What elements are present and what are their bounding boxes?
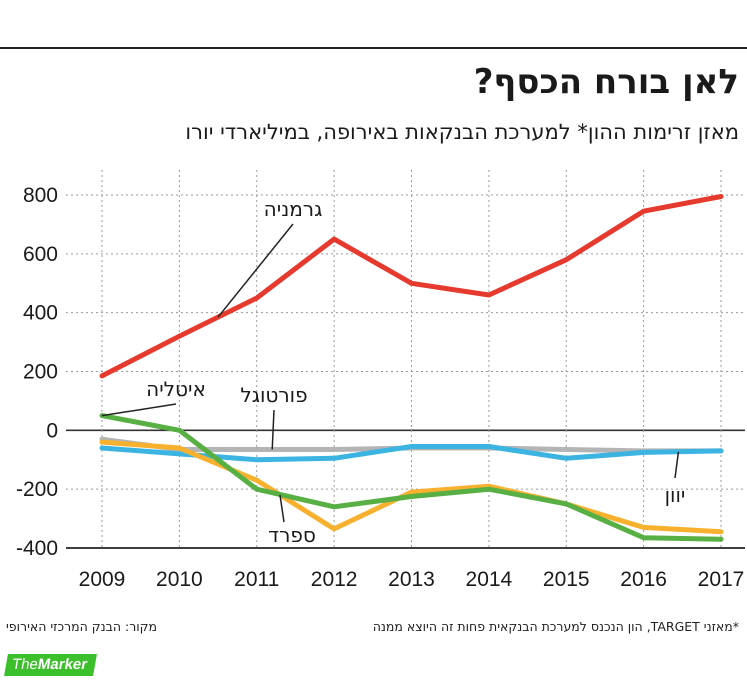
logo-the: The: [10, 656, 40, 673]
themarker-logo: TheMarker: [4, 654, 98, 676]
chart-subtitle: מאזן זרימות ההון* למערכת הבנקאות באירופה…: [185, 120, 739, 144]
series-line: [99, 413, 724, 542]
series-leader-line: [101, 403, 177, 417]
y-tick-label: 0: [46, 419, 58, 442]
series-leader-line: [271, 409, 275, 450]
series-label: ספרד: [268, 523, 316, 547]
series-line: [99, 444, 724, 463]
series-leader-line: [279, 494, 285, 523]
y-tick-label: -400: [16, 537, 58, 560]
y-tick-label: 200: [23, 361, 58, 384]
chart-title: לאן בורח הכסף?: [473, 62, 739, 102]
series-line: [99, 194, 724, 379]
x-tick-label: 2009: [79, 568, 126, 591]
series-leader-line: [674, 451, 680, 479]
x-tick-label: 2013: [388, 568, 435, 591]
x-tick-label: 2014: [466, 568, 513, 591]
footnote: *מאזני TARGET, הון הנכנס למערכת הבנקאית …: [372, 619, 739, 634]
series-label: גרמניה: [264, 197, 323, 221]
top-rule: [0, 47, 747, 49]
x-tick-label: 2017: [698, 568, 745, 591]
x-tick-label: 2011: [234, 568, 279, 591]
x-tick-label: 2010: [156, 568, 203, 591]
line-chart: 800 600 400 200 0 -200 -400 2009 2010 2011 2012 201…: [16, 170, 745, 591]
x-tick-label: 2015: [543, 568, 590, 591]
source-note: מקור: הבנק המרכזי האירופי: [6, 619, 158, 634]
y-tick-label: 800: [23, 184, 58, 207]
y-tick-label: -200: [16, 478, 58, 501]
y-tick-label: 600: [23, 243, 58, 266]
series-label: איטליה: [146, 377, 206, 401]
series-leader-line: [217, 223, 294, 318]
x-tick-label: 2012: [311, 568, 358, 591]
series-label: פורטוגל: [240, 383, 307, 407]
x-tick-label: 2016: [620, 568, 667, 591]
y-tick-label: 400: [23, 302, 58, 325]
series-line: [99, 439, 724, 535]
logo-marker: Marker: [36, 656, 89, 673]
series-label: יוון: [665, 483, 686, 507]
